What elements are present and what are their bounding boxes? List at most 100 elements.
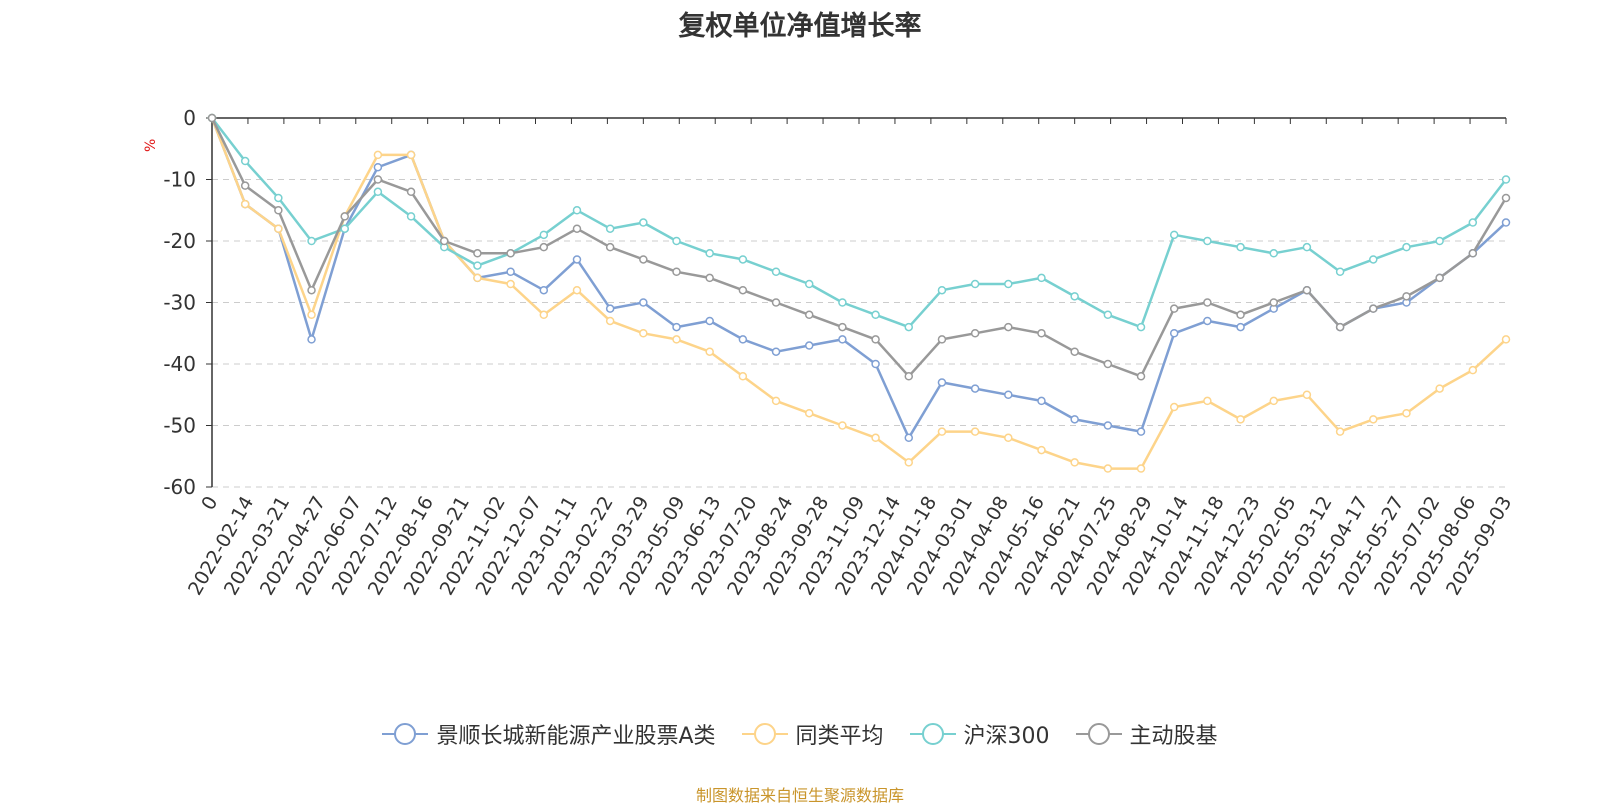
data-point: [605, 242, 615, 252]
data-point: [1169, 304, 1179, 313]
data-point: [937, 285, 947, 295]
data-point: [1236, 322, 1245, 332]
legend-item-1[interactable]: 同类平均: [741, 718, 884, 750]
data-point: [572, 206, 582, 215]
y-tick-label: -10: [163, 168, 196, 192]
data-point: [639, 218, 648, 227]
data-point: [639, 298, 648, 307]
data-point: [838, 298, 847, 307]
data-point: [274, 193, 283, 203]
data-point: [738, 335, 748, 344]
y-tick-label: 0: [183, 106, 196, 130]
data-point: [1402, 292, 1411, 301]
data-point: [771, 267, 781, 276]
data-point: [1169, 402, 1179, 412]
data-point: [1136, 427, 1146, 436]
legend-label: 沪深300: [963, 724, 1050, 749]
data-point: [1435, 384, 1444, 393]
data-point: [1103, 359, 1113, 369]
series-layer: [207, 113, 1511, 473]
data-point: [240, 156, 250, 166]
legend-item-0[interactable]: 景顺长城新能源产业股票A类: [382, 718, 716, 750]
data-point: [1004, 433, 1013, 443]
legend-item-2[interactable]: 沪深300: [909, 718, 1050, 750]
data-point: [1103, 464, 1113, 473]
data-point: [838, 335, 847, 344]
data-point: [871, 433, 880, 443]
data-point: [1004, 322, 1013, 332]
data-point: [473, 249, 482, 258]
data-point: [539, 285, 549, 295]
data-point: [307, 310, 316, 320]
data-point: [1037, 396, 1046, 406]
data-point: [307, 285, 316, 295]
data-point: [970, 329, 980, 338]
data-point: [1203, 396, 1212, 406]
data-point: [1070, 415, 1079, 424]
data-point: [440, 236, 449, 246]
data-point: [871, 310, 880, 320]
data-point: [473, 261, 482, 270]
chart-legend[interactable]: 景顺长城新能源产业股票A类 同类平均 沪深300 主动股基: [0, 718, 1600, 750]
data-point: [1070, 458, 1079, 467]
data-point: [672, 322, 681, 332]
data-point: [1136, 322, 1146, 332]
series-line-2: [211, 117, 1507, 329]
data-point: [1335, 322, 1345, 332]
data-point: [207, 113, 217, 123]
data-point: [274, 206, 283, 215]
legend-label: 同类平均: [795, 724, 884, 749]
data-point: [1169, 230, 1179, 240]
data-point: [1402, 408, 1411, 418]
data-point: [1369, 304, 1378, 313]
series-line-3: [210, 117, 1508, 378]
data-point: [605, 316, 615, 326]
data-point: [705, 273, 714, 283]
data-point: [373, 162, 383, 172]
data-point: [738, 372, 748, 381]
data-point: [1203, 316, 1212, 326]
y-tick-label: -50: [163, 414, 196, 438]
data-point: [738, 255, 748, 264]
data-point: [307, 335, 316, 344]
data-point: [307, 236, 316, 246]
data-point: [340, 224, 349, 233]
data-point: [539, 310, 549, 320]
data-point: [804, 310, 814, 320]
data-point: [639, 255, 648, 264]
data-source-footer: 制图数据来自恒生聚源数据库: [695, 786, 904, 805]
legend-swatch: [909, 722, 956, 746]
data-point: [506, 249, 515, 258]
legend-item-3[interactable]: 主动股基: [1075, 718, 1218, 750]
legend-label: 主动股基: [1129, 724, 1218, 749]
data-point: [1004, 279, 1013, 289]
data-point: [1369, 415, 1378, 424]
data-point: [1236, 415, 1245, 424]
data-point: [1203, 298, 1212, 307]
data-point: [1302, 390, 1312, 399]
data-point: [1103, 310, 1113, 320]
data-point: [1269, 249, 1278, 258]
data-point: [771, 298, 781, 307]
data-point: [904, 458, 914, 467]
data-point: [771, 347, 781, 356]
data-point: [1435, 236, 1444, 246]
data-point: [937, 335, 947, 344]
data-point: [804, 408, 814, 418]
data-point: [1169, 329, 1179, 338]
data-point: [738, 285, 748, 295]
series-line-0: [210, 117, 1507, 440]
data-point: [473, 273, 482, 283]
data-point: [572, 285, 582, 295]
data-point: [1501, 218, 1511, 227]
data-point: [970, 384, 980, 393]
y-tick-label: -40: [163, 352, 196, 376]
data-point: [373, 150, 383, 160]
data-point: [1302, 242, 1312, 252]
data-point: [1236, 242, 1245, 252]
data-point: [1468, 365, 1478, 375]
data-point: [1501, 175, 1511, 184]
data-point: [1468, 249, 1478, 258]
legend-swatch: [741, 722, 788, 746]
